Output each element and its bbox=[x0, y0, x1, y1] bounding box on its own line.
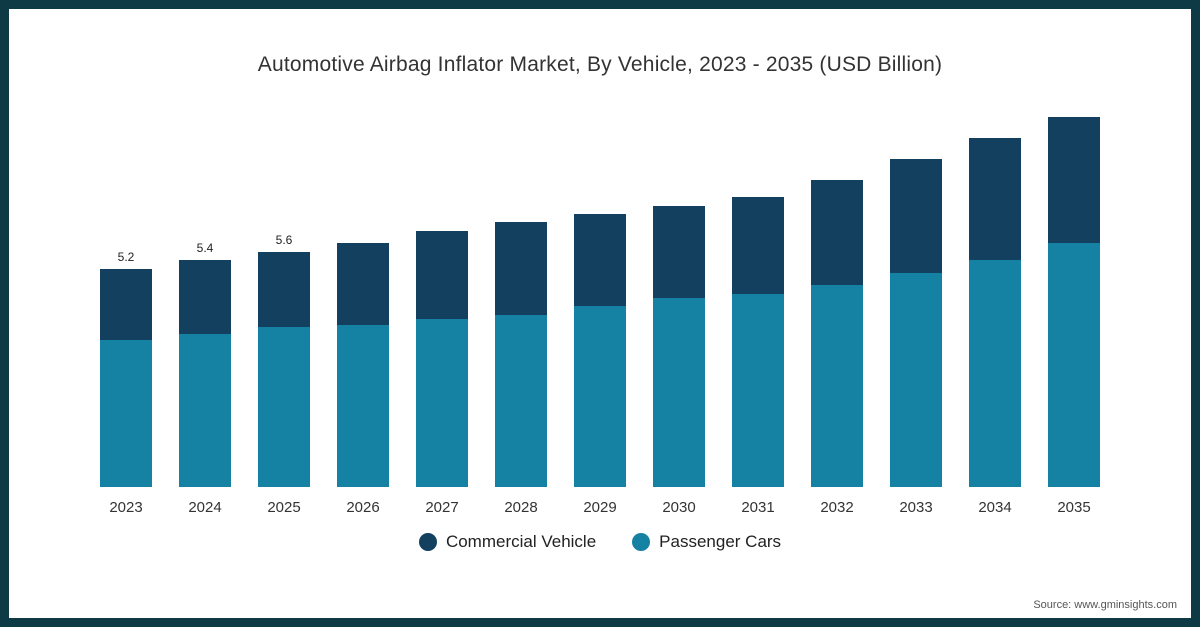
segment-passenger-cars-2035 bbox=[1048, 243, 1100, 487]
segment-passenger-cars-2033 bbox=[890, 272, 942, 487]
bar-value-label-2023: 5.2 bbox=[117, 249, 135, 264]
segment-commercial-vehicle-2033 bbox=[890, 159, 942, 273]
segment-passenger-cars-2034 bbox=[969, 260, 1021, 487]
legend-swatch-commercial-vehicle-icon bbox=[418, 533, 437, 551]
segment-passenger-cars-2028 bbox=[495, 314, 547, 487]
bar-2031 bbox=[732, 197, 784, 487]
x-tick-2035: 2035 bbox=[1057, 499, 1091, 516]
x-tick-2034: 2034 bbox=[978, 499, 1012, 516]
segment-commercial-vehicle-2027 bbox=[416, 230, 468, 319]
bar-2034 bbox=[969, 138, 1021, 487]
segment-commercial-vehicle-2034 bbox=[969, 138, 1021, 261]
bar-2030 bbox=[653, 205, 705, 487]
bar-value-label-2024: 5.4 bbox=[196, 241, 214, 256]
x-tick-2026: 2026 bbox=[346, 499, 380, 516]
x-tick-2029: 2029 bbox=[583, 499, 617, 516]
x-tick-2023: 2023 bbox=[109, 499, 143, 516]
x-tick-2032: 2032 bbox=[820, 499, 854, 516]
segment-commercial-vehicle-2024 bbox=[179, 260, 231, 334]
segment-commercial-vehicle-2029 bbox=[574, 214, 626, 307]
segment-commercial-vehicle-2026 bbox=[337, 243, 389, 326]
bars-area: 5.2 5.4 5.6 bbox=[100, 105, 1100, 487]
x-tick-2027: 2027 bbox=[425, 499, 459, 516]
x-axis-labels: 2023 2024 2025 2026 2027 2028 2029 2030 2031 2032… bbox=[100, 499, 1100, 516]
segment-passenger-cars-2027 bbox=[416, 319, 468, 487]
segment-passenger-cars-2032 bbox=[811, 285, 863, 487]
segment-commercial-vehicle-2028 bbox=[495, 222, 547, 315]
segment-commercial-vehicle-2025 bbox=[258, 251, 310, 328]
segment-passenger-cars-2023 bbox=[100, 340, 152, 487]
bar-2033 bbox=[890, 159, 942, 487]
x-tick-2033: 2033 bbox=[899, 499, 933, 516]
segment-passenger-cars-2030 bbox=[653, 298, 705, 487]
segment-passenger-cars-2024 bbox=[179, 333, 231, 487]
segment-commercial-vehicle-2031 bbox=[732, 197, 784, 294]
x-tick-2024: 2024 bbox=[188, 499, 222, 516]
legend-label-commercial-vehicle: Commercial Vehicle bbox=[445, 532, 597, 551]
bar-value-label-2025: 5.6 bbox=[275, 232, 293, 247]
segment-passenger-cars-2026 bbox=[337, 325, 389, 487]
x-tick-2025: 2025 bbox=[267, 499, 301, 516]
bar-2023: 5.2 bbox=[100, 250, 152, 487]
bar-2035 bbox=[1048, 117, 1100, 487]
x-tick-2031: 2031 bbox=[741, 499, 775, 516]
bar-2028 bbox=[495, 222, 547, 487]
bar-2032 bbox=[811, 180, 863, 487]
bar-2025: 5.6 bbox=[258, 233, 310, 487]
bar-2024: 5.4 bbox=[179, 241, 231, 487]
source-attribution: Source: www.gminsights.com bbox=[1033, 599, 1177, 611]
bar-2027 bbox=[416, 230, 468, 487]
segment-commercial-vehicle-2035 bbox=[1048, 117, 1100, 244]
segment-commercial-vehicle-2023 bbox=[100, 268, 152, 340]
segment-commercial-vehicle-2032 bbox=[811, 180, 863, 286]
x-tick-2028: 2028 bbox=[504, 499, 538, 516]
legend-swatch-passenger-cars-icon bbox=[632, 533, 651, 551]
legend-item-passenger-cars: Passenger Cars bbox=[632, 532, 781, 552]
legend: Commercial Vehicle Passenger Cars bbox=[9, 532, 1191, 552]
segment-passenger-cars-2031 bbox=[732, 293, 784, 487]
legend-label-passenger-cars: Passenger Cars bbox=[659, 532, 782, 551]
segment-passenger-cars-2029 bbox=[574, 306, 626, 487]
chart-title: Automotive Airbag Inflator Market, By Ve… bbox=[257, 53, 943, 76]
segment-passenger-cars-2025 bbox=[258, 327, 310, 487]
bar-2029 bbox=[574, 214, 626, 487]
stacked-bar-chart: 5.2 5.4 5.6 2023 2024 2025 2026 2027 2028 2029 20… bbox=[100, 105, 1100, 516]
segment-commercial-vehicle-2030 bbox=[653, 205, 705, 298]
legend-item-commercial-vehicle: Commercial Vehicle bbox=[418, 532, 597, 552]
bar-2026 bbox=[337, 243, 389, 487]
x-tick-2030: 2030 bbox=[662, 499, 696, 516]
